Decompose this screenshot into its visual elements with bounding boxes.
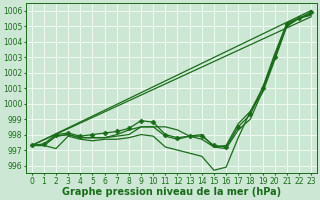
X-axis label: Graphe pression niveau de la mer (hPa): Graphe pression niveau de la mer (hPa) bbox=[62, 187, 281, 197]
